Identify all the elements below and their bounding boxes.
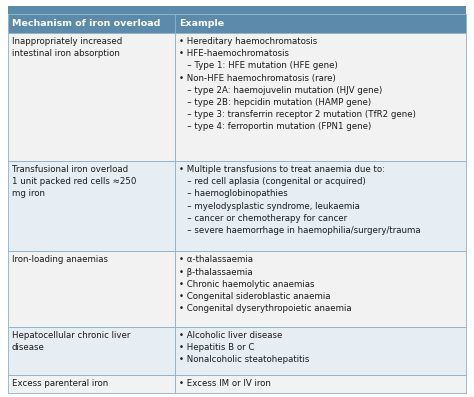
Bar xyxy=(175,13,466,33)
Bar xyxy=(8,327,175,375)
Text: Mechanism of iron overload: Mechanism of iron overload xyxy=(12,19,160,28)
Text: • Hereditary haemochromatosis
• HFE-haemochromatosis
   – Type 1: HFE mutation (: • Hereditary haemochromatosis • HFE-haem… xyxy=(179,37,416,131)
Bar xyxy=(8,161,175,251)
Bar xyxy=(175,251,466,327)
Bar xyxy=(8,33,175,161)
Bar xyxy=(8,375,175,393)
Text: Transfusional iron overload
1 unit packed red cells ≈250
mg iron: Transfusional iron overload 1 unit packe… xyxy=(12,165,137,198)
Text: Iron-loading anaemias: Iron-loading anaemias xyxy=(12,255,108,264)
Text: • Excess IM or IV iron: • Excess IM or IV iron xyxy=(179,379,271,388)
Bar xyxy=(175,161,466,251)
Text: Inappropriately increased
intestinal iron absorption: Inappropriately increased intestinal iro… xyxy=(12,37,122,58)
Bar xyxy=(8,13,175,33)
Text: Excess parenteral iron: Excess parenteral iron xyxy=(12,379,108,388)
Bar xyxy=(8,251,175,327)
Text: • α-thalassaemia
• β-thalassaemia
• Chronic haemolytic anaemias
• Congenital sid: • α-thalassaemia • β-thalassaemia • Chro… xyxy=(179,255,352,313)
Bar xyxy=(8,6,466,13)
Text: Example: Example xyxy=(179,19,224,28)
Bar xyxy=(175,327,466,375)
Text: • Alcoholic liver disease
• Hepatitis B or C
• Nonalcoholic steatohepatitis: • Alcoholic liver disease • Hepatitis B … xyxy=(179,331,310,364)
Bar xyxy=(175,33,466,161)
Text: • Multiple transfusions to treat anaemia due to:
   – red cell aplasia (congenit: • Multiple transfusions to treat anaemia… xyxy=(179,165,421,235)
Bar xyxy=(175,375,466,393)
Text: Hepatocellular chronic liver
disease: Hepatocellular chronic liver disease xyxy=(12,331,130,352)
